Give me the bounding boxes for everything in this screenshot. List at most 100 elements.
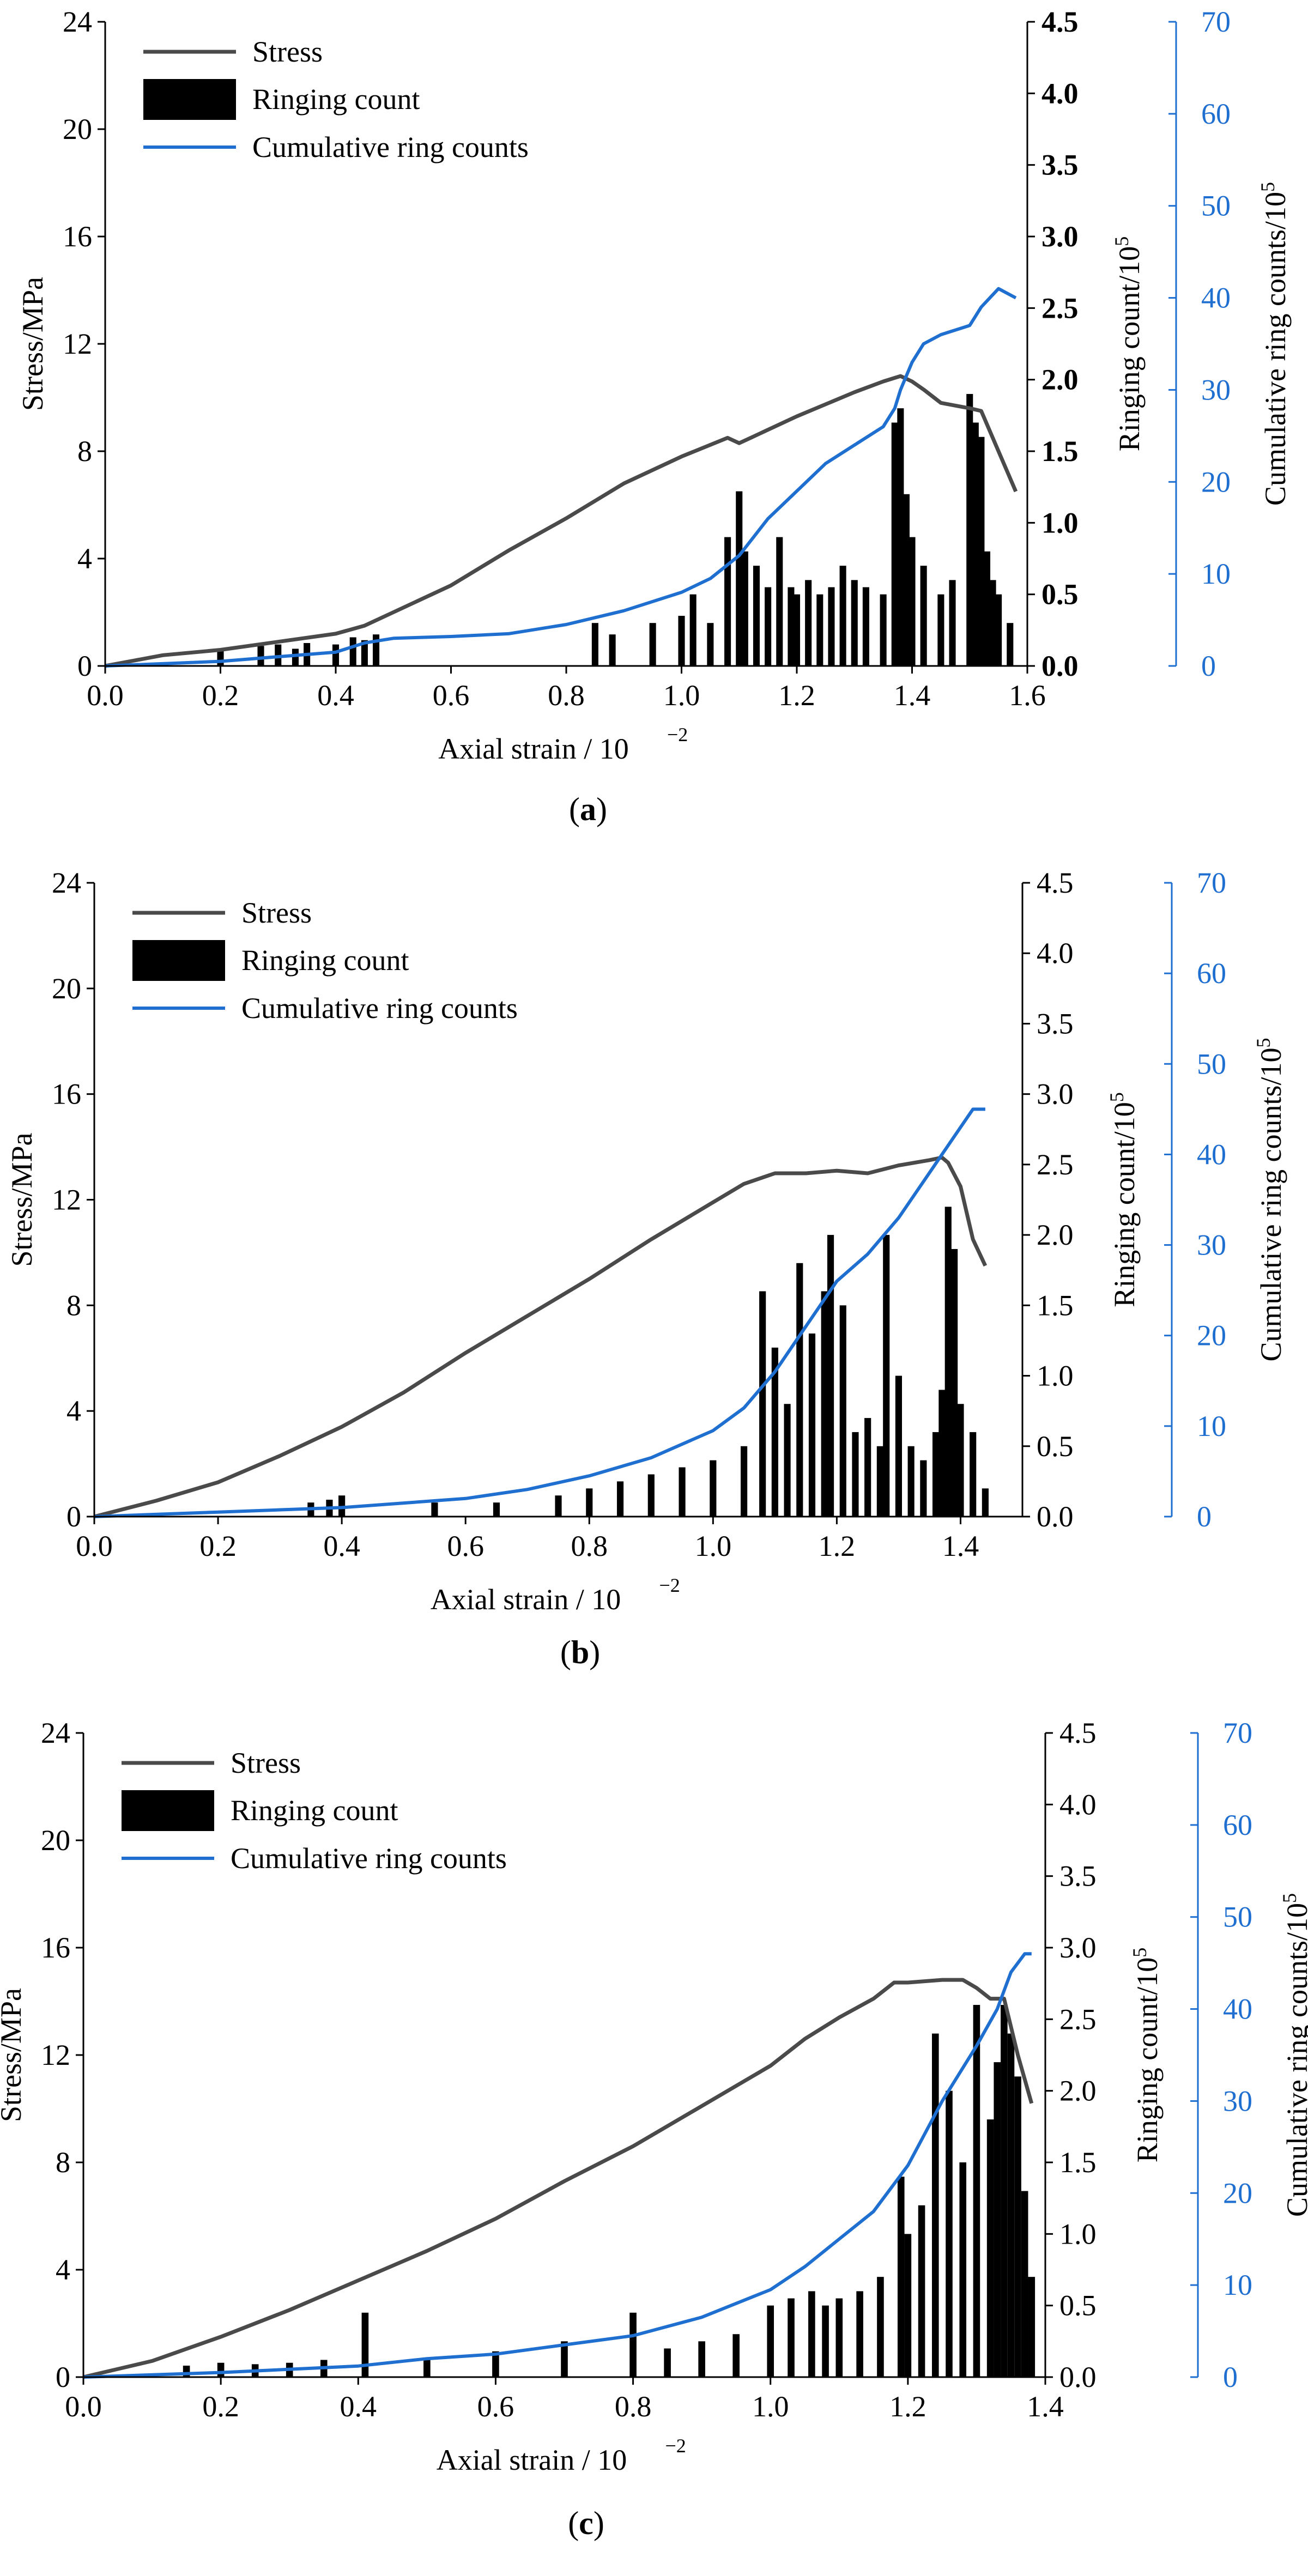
cumulative-tick-label: 30	[1201, 373, 1231, 406]
ringing-tick-label: 4.0	[1037, 937, 1074, 969]
ringing-bar	[591, 623, 598, 666]
left-tick-label: 20	[52, 972, 81, 1005]
left-axis-title: Stress/MPa	[16, 277, 49, 411]
x-tick-label: 1.4	[942, 1530, 979, 1562]
cumulative-tick-label: 70	[1201, 5, 1231, 38]
cumulative-axis-title-text: Cumulative ring counts/10	[1255, 1048, 1287, 1362]
panel-caption: (a)	[569, 791, 607, 827]
cumulative-axis-title-text: Cumulative ring counts/10	[1281, 1903, 1308, 2217]
ringing-bar	[822, 2305, 829, 2377]
ringing-bar	[616, 1481, 624, 1517]
left-tick-label: 24	[63, 5, 92, 38]
legend-ringing-swatch	[132, 940, 225, 981]
left-tick-label: 8	[66, 1289, 81, 1322]
cumulative-line	[94, 1107, 985, 1518]
ringing-bar	[937, 594, 944, 666]
ringing-tick-label: 1.0	[1037, 1360, 1074, 1392]
ringing-bar	[678, 616, 685, 666]
ringing-bar	[765, 587, 772, 666]
ringing-bar	[707, 623, 714, 666]
ringing-bar	[835, 2298, 843, 2377]
ringing-tick-label: 1.5	[1059, 2146, 1097, 2179]
cumulative-axis-title-exponent: 5	[1279, 1893, 1300, 1903]
panel-caption-letter: a	[580, 791, 596, 827]
ringing-bar	[561, 2341, 568, 2377]
cumulative-tick-label: 30	[1197, 1229, 1226, 1262]
ringing-bar	[796, 1263, 803, 1517]
ringing-bar	[839, 566, 846, 666]
ringing-bar	[349, 637, 356, 666]
cumulative-axis-title-exponent: 5	[1257, 182, 1279, 192]
ringing-tick-label: 1.0	[1059, 2217, 1097, 2250]
x-tick-label: 0.0	[87, 679, 124, 712]
panel-caption-open: (	[568, 2505, 579, 2541]
x-tick-label: 0.6	[477, 2390, 514, 2423]
legend-stress-label: Stress	[241, 896, 312, 929]
ringing-bar	[973, 2005, 980, 2377]
cumulative-tick-label: 50	[1201, 190, 1231, 222]
ringing-bar	[946, 2090, 953, 2377]
ringing-tick-label: 4.0	[1041, 77, 1079, 110]
cumulative-tick-label: 0	[1197, 1500, 1212, 1533]
cumulative-tick-label: 20	[1223, 2177, 1252, 2209]
ringing-bar	[895, 1375, 903, 1517]
panel-caption-open: (	[560, 1634, 571, 1670]
legend-ringing-label: Ringing count	[252, 83, 420, 116]
cumulative-axis-title-exponent: 5	[1252, 1038, 1274, 1048]
ringing-bar	[966, 393, 973, 666]
ringing-bar	[816, 594, 823, 666]
cumulative-tick-label: 40	[1223, 1993, 1252, 2026]
x-tick-label: 1.0	[695, 1530, 732, 1562]
cumulative-tick-label: 60	[1197, 957, 1226, 990]
cumulative-line	[105, 287, 1017, 668]
cumulative-tick-label: 10	[1201, 557, 1231, 590]
x-axis-title: Axial strain / 10	[437, 2444, 627, 2476]
ringing-bar	[788, 2298, 795, 2377]
ringing-bar	[1007, 2033, 1015, 2377]
x-tick-label: 0.0	[76, 1530, 113, 1562]
cumulative-tick-label: 40	[1201, 282, 1231, 314]
ringing-bar	[983, 551, 991, 666]
x-axis-title: Axial strain / 10	[438, 732, 628, 765]
ringing-bar	[586, 1488, 593, 1517]
ringing-bar	[689, 594, 697, 666]
x-tick-label: 0.4	[340, 2390, 377, 2423]
ringing-bar	[753, 566, 760, 666]
ringing-tick-label: 3.0	[1037, 1078, 1074, 1111]
x-tick-label: 1.4	[1027, 2390, 1064, 2423]
ringing-bar	[609, 634, 616, 666]
ringing-bar	[839, 1305, 846, 1517]
ringing-tick-label: 2.0	[1037, 1219, 1074, 1251]
x-tick-label: 0.8	[615, 2390, 652, 2423]
ringing-tick-label: 1.5	[1041, 435, 1079, 468]
cumulative-tick-label: 20	[1197, 1319, 1226, 1352]
cumulative-axis-title: Cumulative ring counts/105	[1279, 1893, 1308, 2217]
left-tick-label: 24	[52, 866, 81, 899]
ringing-bar	[897, 408, 904, 666]
panel-caption-close: )	[596, 791, 607, 827]
ringing-tick-label: 1.5	[1037, 1289, 1074, 1322]
cumulative-axis-title: Cumulative ring counts/105	[1257, 182, 1292, 506]
x-tick-label: 0.2	[199, 1530, 237, 1562]
chart-panel-c: 0 4 8 12 16 20 24 Stress/MPa 0.0 0.2 0.4 0.6 0.8 1.0 1…	[0, 1717, 1308, 2541]
x-tick-label: 1.2	[889, 2390, 927, 2423]
ringing-bar	[767, 2305, 774, 2377]
x-tick-label: 1.0	[663, 679, 700, 712]
ringing-axis-title-exponent: 5	[1106, 1092, 1128, 1102]
ringing-axis-title: Ringing count/105	[1129, 1948, 1164, 2163]
cumulative-axis-title-text: Cumulative ring counts/10	[1259, 192, 1292, 506]
x-tick-label: 0.2	[202, 2390, 239, 2423]
legend-cumulative-label: Cumulative ring counts	[241, 992, 518, 1025]
ringing-bar	[864, 1418, 871, 1517]
ringing-bar	[957, 1404, 964, 1517]
ringing-bar	[970, 1432, 977, 1517]
ringing-tick-label: 4.5	[1059, 1717, 1097, 1749]
x-axis-title-exponent: −2	[659, 1574, 680, 1596]
stress-line	[83, 1978, 1034, 2379]
ringing-bar	[808, 1334, 816, 1517]
x-tick-label: 0.6	[447, 1530, 484, 1562]
left-tick-label: 8	[77, 435, 92, 468]
ringing-bar	[664, 2348, 671, 2377]
left-tick-label: 16	[52, 1078, 81, 1111]
legend-ringing-swatch	[122, 1790, 214, 1831]
